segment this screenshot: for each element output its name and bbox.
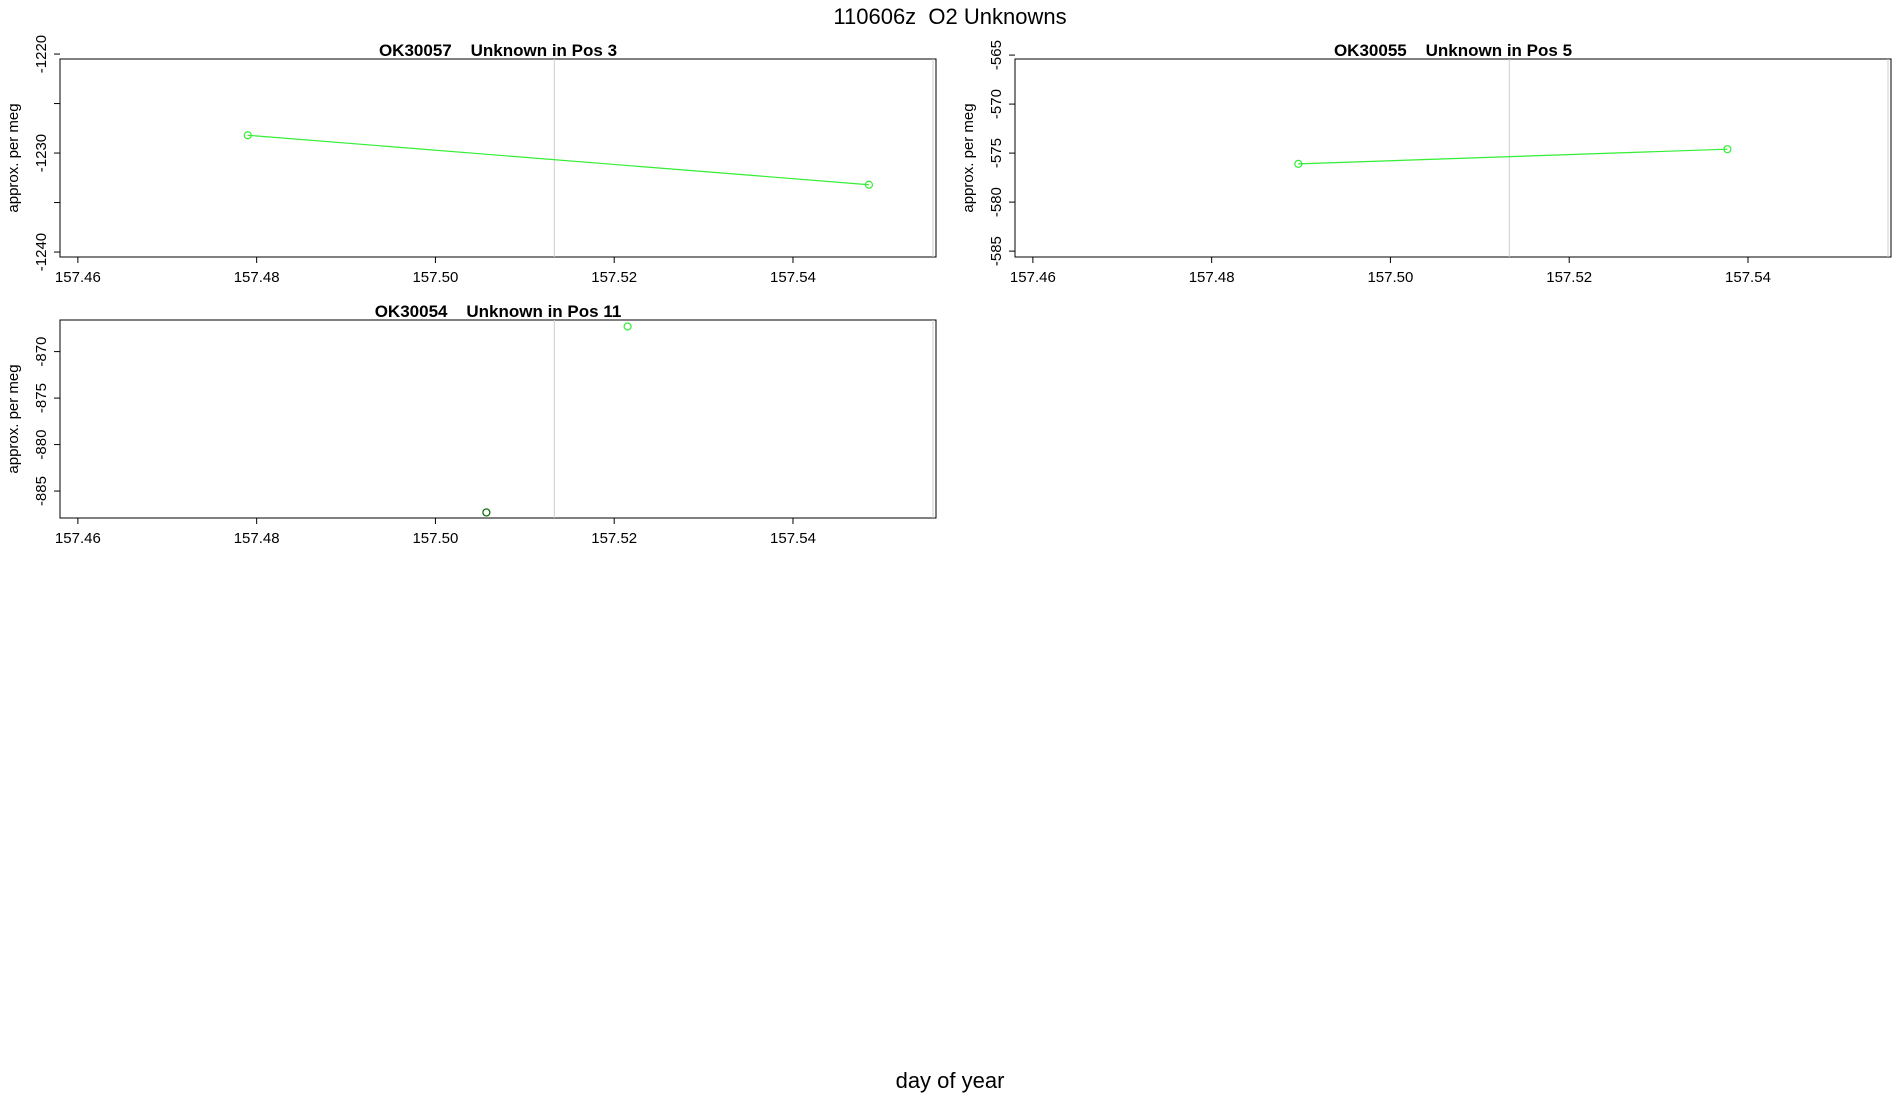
chart-panel-2: OK30055 Unknown in Pos 5 157.46 157.48 157.… [960, 40, 1892, 286]
data-point [482, 508, 491, 517]
x-tick-label: 157.46 [1010, 269, 1056, 286]
y-tick-label: -575 [988, 138, 1005, 168]
x-tick-label: 157.54 [770, 269, 816, 286]
panel-title: OK30054 Unknown in Pos 11 [375, 302, 622, 321]
y-axis-label: approx. per meg [5, 103, 22, 212]
y-tick-label: -580 [988, 187, 1005, 217]
panel-title: OK30055 Unknown in Pos 5 [1334, 41, 1572, 60]
x-tick-label: 157.54 [1725, 269, 1771, 286]
y-tick-label: -565 [988, 40, 1005, 70]
plot-frame [1014, 58, 1892, 258]
figure-title: 110606z O2 Unknowns [833, 4, 1067, 29]
y-tick-label: -1240 [33, 233, 50, 271]
panel-title: OK30057 Unknown in Pos 3 [379, 41, 617, 60]
data-point [1723, 145, 1732, 154]
chart-panel-3: OK30054 Unknown in Pos 11 157.46 157.48 157… [5, 302, 937, 547]
x-tick-label: 157.50 [1367, 269, 1413, 286]
chart-panel-1: OK30057 Unknown in Pos 3 157.46 157.48 157.… [5, 35, 937, 286]
x-tick-label: 157.48 [234, 269, 280, 286]
x-tick-label: 157.52 [591, 269, 637, 286]
x-tick-label: 157.52 [591, 530, 637, 547]
x-tick-label: 157.46 [55, 530, 101, 547]
x-tick-label: 157.46 [55, 269, 101, 286]
y-tick-label: -875 [33, 383, 50, 413]
plot-frame [59, 319, 937, 519]
y-tick-label: -585 [988, 236, 1005, 266]
series-line [1298, 148, 1728, 165]
x-tick-label: 157.48 [234, 530, 280, 547]
x-tick-label: 157.50 [412, 530, 458, 547]
y-tick-label: -570 [988, 89, 1005, 119]
x-axis-label: day of year [895, 1068, 1005, 1093]
y-tick-label: -870 [33, 337, 50, 367]
y-tick-label: -1220 [33, 35, 50, 73]
plot-frame [59, 58, 937, 258]
series-line [247, 134, 870, 186]
y-axis-label: approx. per meg [960, 103, 977, 212]
y-tick-label: -1230 [33, 134, 50, 172]
y-tick-label: -885 [33, 476, 50, 506]
x-tick-label: 157.48 [1189, 269, 1235, 286]
data-point [864, 180, 874, 189]
y-tick-label: -880 [33, 430, 50, 460]
y-axis-label: approx. per meg [5, 364, 22, 473]
data-point [243, 131, 252, 140]
x-tick-label: 157.52 [1546, 269, 1592, 286]
data-point [623, 322, 632, 331]
data-point [1294, 159, 1303, 168]
x-tick-label: 157.54 [770, 530, 816, 547]
x-tick-label: 157.50 [412, 269, 458, 286]
